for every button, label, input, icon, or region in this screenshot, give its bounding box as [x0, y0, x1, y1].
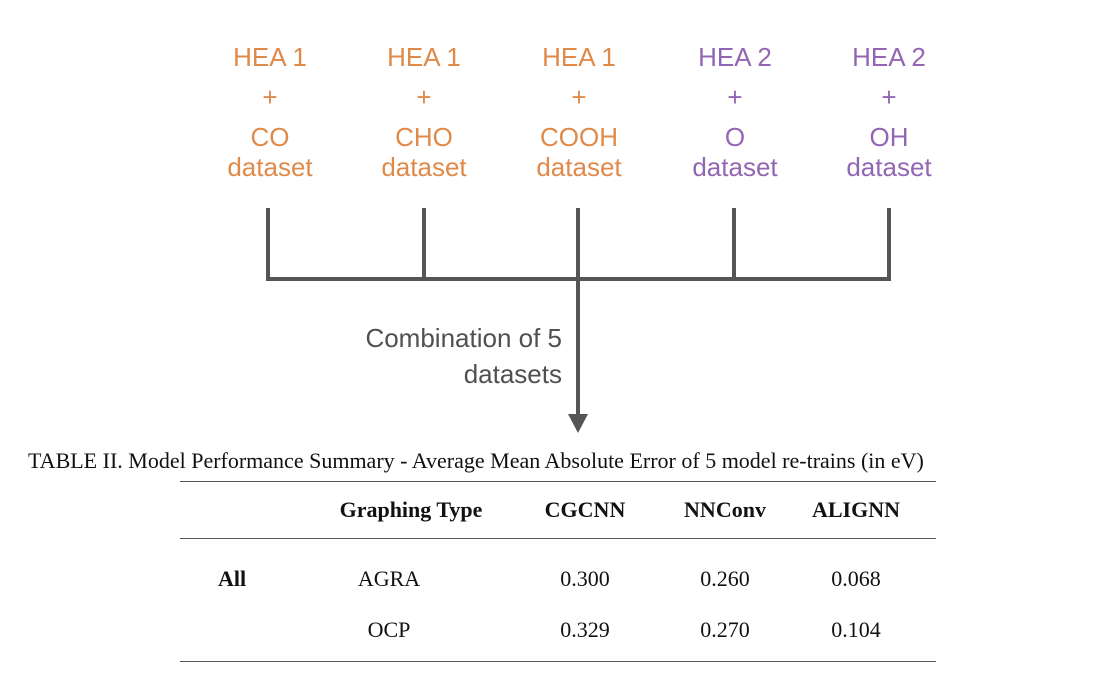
plus-sign: + — [262, 82, 278, 112]
table-bottom-rule — [180, 661, 936, 662]
header-graphing-type: Graphing Type — [339, 497, 483, 522]
graphing-type-cell: AGRA — [357, 566, 421, 591]
dataset-word: dataset — [227, 152, 313, 182]
results-table: Graphing Type CGCNN NNConv ALIGNN All AG… — [180, 481, 936, 662]
dataset-word: dataset — [846, 152, 932, 182]
graphing-type-cell: OCP — [367, 617, 411, 642]
header-alignn: ALIGNN — [811, 497, 901, 522]
table-row: All AGRA 0.300 0.260 0.068 — [180, 553, 936, 604]
dataset-word: dataset — [692, 152, 778, 182]
dataset-label-o: HEA 2 + O dataset — [660, 42, 810, 182]
plus-sign: + — [416, 82, 432, 112]
cgcnn-cell: 0.300 — [560, 566, 610, 591]
dataset-label-cooh: HEA 1 + COOH dataset — [504, 42, 654, 182]
header-cgcnn: CGCNN — [544, 497, 626, 522]
plus-sign: + — [881, 82, 897, 112]
combination-line-2: datasets — [463, 359, 562, 389]
adsorbate-label: OH — [869, 122, 909, 152]
dataset-label-co: HEA 1 + CO dataset — [195, 42, 345, 182]
dataset-word: dataset — [381, 152, 467, 182]
row-group-label: All — [217, 566, 247, 591]
nnconv-cell: 0.270 — [700, 617, 750, 642]
alignn-cell: 0.068 — [831, 566, 881, 591]
hea-label: HEA 2 — [698, 42, 772, 72]
alignn-cell: 0.104 — [831, 617, 881, 642]
adsorbate-label: O — [724, 122, 746, 152]
hea-label: HEA 2 — [852, 42, 926, 72]
adsorbate-label: CHO — [395, 122, 453, 152]
combination-label: Combination of 5 datasets — [365, 320, 562, 392]
hea-label: HEA 1 — [233, 42, 307, 72]
header-nnconv: NNConv — [684, 497, 766, 522]
plus-sign: + — [727, 82, 743, 112]
table-header-rule — [180, 538, 936, 539]
cgcnn-cell: 0.329 — [560, 617, 610, 642]
nnconv-cell: 0.260 — [700, 566, 750, 591]
table-row: OCP 0.329 0.270 0.104 — [180, 604, 936, 655]
dataset-word: dataset — [536, 152, 622, 182]
down-arrow-icon — [568, 414, 588, 433]
hea-label: HEA 1 — [542, 42, 616, 72]
adsorbate-label: CO — [250, 122, 290, 152]
adsorbate-label: COOH — [540, 122, 618, 152]
table-top-rule — [180, 481, 936, 482]
plus-sign: + — [571, 82, 587, 112]
dataset-label-oh: HEA 2 + OH dataset — [814, 42, 964, 182]
combination-line-1: Combination of 5 — [365, 323, 562, 353]
table-caption: TABLE II. Model Performance Summary - Av… — [28, 448, 924, 473]
table-header-row: Graphing Type CGCNN NNConv ALIGNN — [180, 482, 936, 538]
dataset-label-cho: HEA 1 + CHO dataset — [349, 42, 499, 182]
hea-label: HEA 1 — [387, 42, 461, 72]
